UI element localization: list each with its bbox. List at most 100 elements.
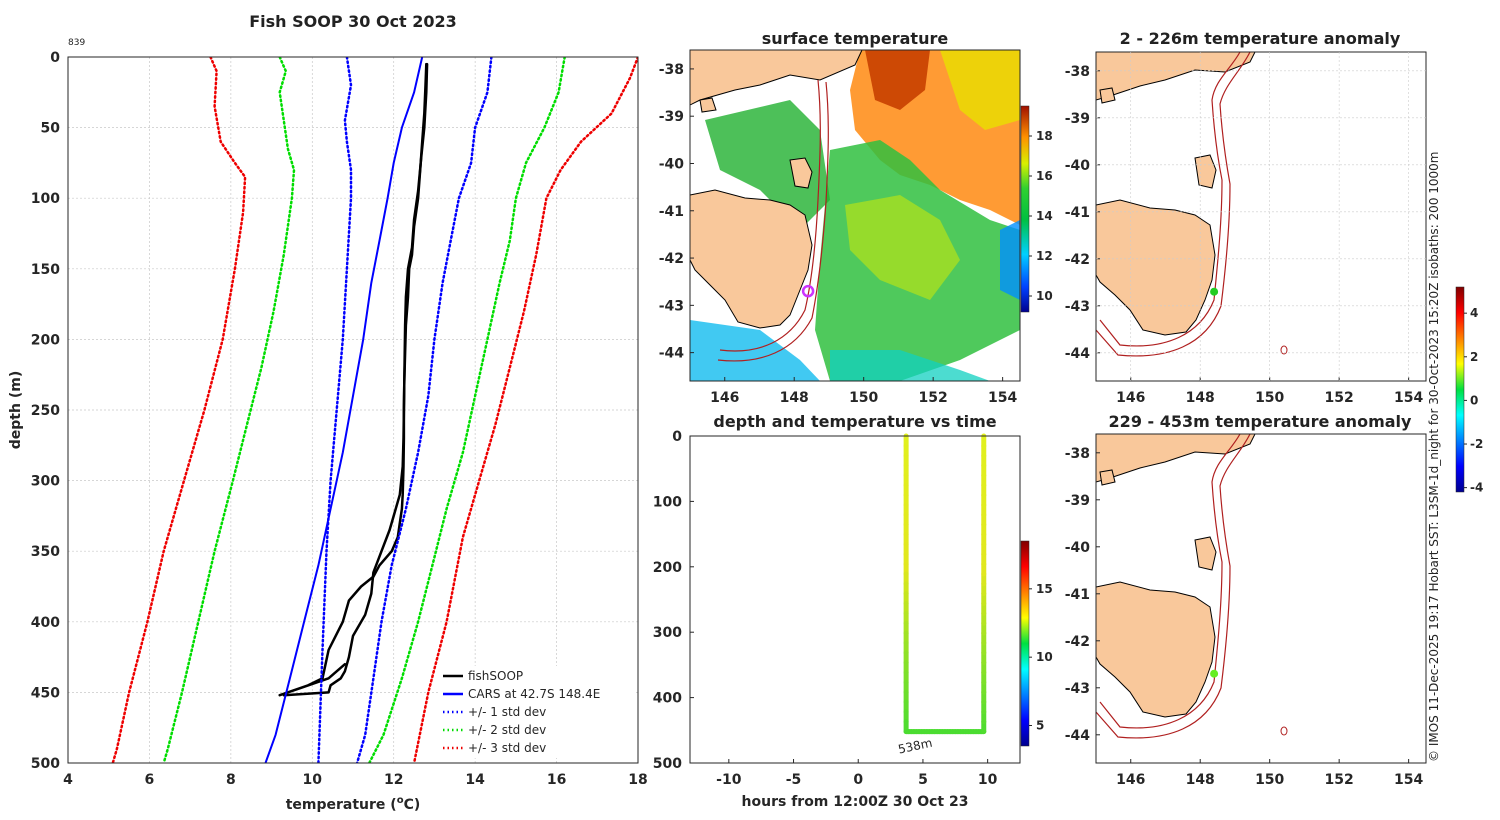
anomaly-colorbar <box>1455 286 1465 493</box>
anom-cb-label: 2 <box>1470 350 1478 364</box>
profile-series-line-5 <box>162 57 296 763</box>
sst-map-axes-box <box>689 49 1021 382</box>
credit-text: © IMOS 11-Dec-2025 19:17 Hobart SST: L3S… <box>1427 152 1441 763</box>
map-xtick-label: 154 <box>1394 772 1423 788</box>
profile-ticks: 4 6 8 10 12 14 16 18 0 50 100 150 200 250 300 350 400 450… <box>31 50 648 788</box>
sst-land-victoria <box>690 50 863 106</box>
profile-ytick-label: 50 <box>41 121 61 137</box>
anomaly-deep-land-tasmania <box>1096 581 1216 718</box>
profile-axes-box <box>67 56 639 764</box>
anomaly-deep-isobath-200m <box>1099 434 1241 729</box>
profile-series-line-2 <box>264 57 424 763</box>
map-xtick-label: 154 <box>988 390 1017 406</box>
map-xtick-label: 152 <box>1325 390 1354 406</box>
profile-xlabel: temperature (oC) <box>286 795 421 813</box>
profile-ytick-label: 100 <box>31 191 60 207</box>
anomaly-deep-panel: 229 - 453m temperature anomaly 146 148 150… <box>1065 412 1427 788</box>
profile-series-line-6 <box>368 57 566 763</box>
legend-label-3: +/- 2 std dev <box>468 723 546 737</box>
map-ytick-label: -39 <box>659 109 684 125</box>
dt-xtick-label: 5 <box>918 772 928 788</box>
depth-time-title: depth and temperature vs time <box>713 412 996 431</box>
dt-ytick-label: 200 <box>653 560 682 576</box>
profile-ytick-label: 300 <box>31 474 60 490</box>
map-xtick-label: 146 <box>1116 390 1145 406</box>
anomaly-deep-land-flinders <box>1194 536 1217 571</box>
anomaly-deep-axes-box <box>1095 433 1427 764</box>
profile-ytick-label: 500 <box>31 756 60 772</box>
sst-cool-east-patch <box>830 350 990 381</box>
dt-xtick-label: -5 <box>786 772 802 788</box>
map-ytick-label: -44 <box>1065 346 1091 362</box>
map-xtick-label: 148 <box>1186 772 1215 788</box>
sst-colorbar-ticks: 10 12 14 16 18 <box>1029 129 1053 303</box>
profile-xtick-label: 4 <box>63 772 73 788</box>
map-ytick-label: -44 <box>1065 728 1091 744</box>
profile-ytick-label: 400 <box>31 615 60 631</box>
depth-time-panel: depth and temperature vs time -10 -5 0 5 100… <box>653 412 1053 810</box>
dt-xtick-label: 0 <box>853 772 863 788</box>
map-xtick-label: 148 <box>1186 390 1215 406</box>
anomaly-shallow-ticks: 146 148 150 152 154 -38 -39 -40 -41 -42 -43 -44 <box>1065 52 1426 406</box>
map-ytick-label: -41 <box>1065 587 1090 603</box>
legend-label-1: CARS at 42.7S 148.4E <box>468 687 600 701</box>
profile-ytick-label: 150 <box>31 262 60 278</box>
map-xtick-label: 152 <box>919 390 948 406</box>
map-ytick-label: -39 <box>1065 111 1090 127</box>
depth-time-annotation: 538m <box>897 736 934 757</box>
sst-southern-cool-patch <box>690 320 820 381</box>
anomaly-deep-seamount <box>1280 726 1288 736</box>
sst-map-title: surface temperature <box>762 29 949 48</box>
map-ytick-label: -40 <box>659 156 685 172</box>
map-xtick-label: 150 <box>1255 772 1284 788</box>
sst-isobath-200m <box>719 79 821 352</box>
profile-series-line-7 <box>111 57 247 763</box>
depth-time-colorbar <box>1020 540 1030 747</box>
anomaly-shallow-land-king-island <box>1099 87 1116 104</box>
sst-land-flinders-island <box>789 157 813 189</box>
sst-colorbar <box>1020 105 1030 313</box>
dt-ytick-label: 500 <box>653 756 682 772</box>
dt-xtick-label: 10 <box>978 772 998 788</box>
map-ytick-label: -42 <box>1065 634 1090 650</box>
anomaly-shallow-isobath-1000m <box>1096 52 1251 357</box>
profile-series-line-4 <box>355 57 493 763</box>
profile-xtick-label: 18 <box>628 772 647 788</box>
sst-land-king-island <box>699 97 717 113</box>
anomaly-shallow-land-flinders <box>1194 154 1217 189</box>
map-ytick-label: -38 <box>1065 446 1090 462</box>
anomaly-deep-isobath-1000m <box>1096 434 1251 739</box>
dt-cb-label: 15 <box>1036 582 1053 596</box>
sst-land-tasmania <box>690 189 813 329</box>
map-ytick-label: -42 <box>659 251 684 267</box>
dt-cb-label: 5 <box>1036 719 1044 733</box>
sst-map-field <box>690 50 1020 381</box>
anomaly-shallow-marker <box>1210 287 1219 296</box>
sst-cb-label: 16 <box>1036 169 1053 183</box>
anom-cb-label: -2 <box>1470 437 1483 451</box>
sst-yellow-patch <box>940 50 1020 130</box>
dt-ytick-label: 400 <box>653 691 682 707</box>
sst-cb-label: 18 <box>1036 129 1053 143</box>
profile-ytick-label: 0 <box>50 50 60 66</box>
legend-label-0: fishSOOP <box>468 669 523 683</box>
map-ytick-label: -38 <box>659 62 684 78</box>
profile-series-line-1 <box>282 62 429 697</box>
map-ytick-label: -40 <box>1065 540 1091 556</box>
map-xtick-label: 154 <box>1394 390 1423 406</box>
map-ytick-label: -38 <box>1065 64 1090 80</box>
profile-corner-label: 839 <box>68 38 85 48</box>
anomaly-shallow-map <box>1096 52 1426 381</box>
anomaly-shallow-title: 2 - 226m temperature anomaly <box>1120 29 1401 48</box>
dt-ytick-label: 100 <box>653 494 682 510</box>
map-ytick-label: -42 <box>1065 252 1090 268</box>
map-xtick-label: 150 <box>1255 390 1284 406</box>
map-xtick-label: 146 <box>710 390 739 406</box>
sst-cb-label: 10 <box>1036 289 1053 303</box>
depth-time-xlabel: hours from 12:00Z 30 Oct 23 <box>742 794 969 810</box>
profile-ytick-label: 250 <box>31 403 60 419</box>
profile-xtick-label: 8 <box>226 772 236 788</box>
anomaly-shallow-panel: 2 - 226m temperature anomaly 146 148 150 15… <box>1065 29 1427 406</box>
profile-title: Fish SOOP 30 Oct 2023 <box>249 12 457 31</box>
map-xtick-label: 146 <box>1116 772 1145 788</box>
